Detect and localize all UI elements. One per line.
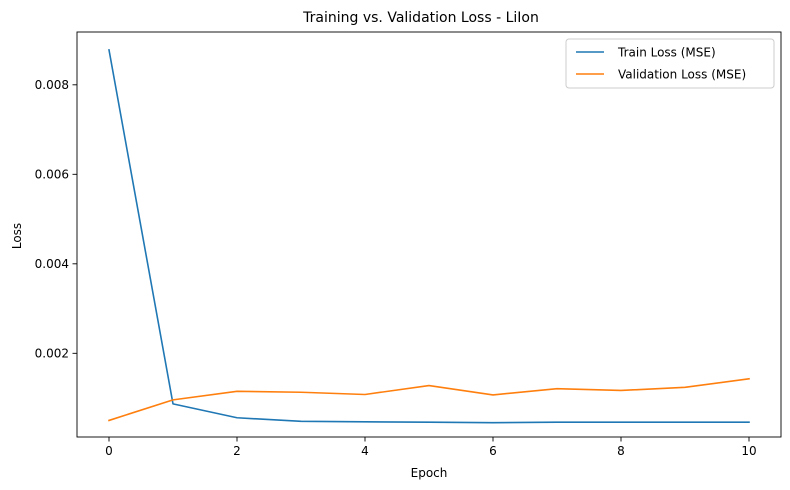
legend: Train Loss (MSE) Validation Loss (MSE) <box>566 39 774 88</box>
x-tick-label: 10 <box>741 444 756 458</box>
y-tick-label: 0.004 <box>35 257 69 271</box>
x-tick-label: 0 <box>105 444 113 458</box>
y-axis-label: Loss <box>10 223 24 249</box>
chart-title: Training vs. Validation Loss - LiIon <box>302 10 539 26</box>
legend-entry: Validation Loss (MSE) <box>618 67 746 81</box>
x-tick-label: 2 <box>233 444 241 458</box>
y-tick-label: 0.008 <box>35 78 69 92</box>
y-tick-label: 0.002 <box>35 347 69 361</box>
x-tick-label: 8 <box>617 444 625 458</box>
legend-entry: Train Loss (MSE) <box>617 45 716 59</box>
x-axis-label: Epoch <box>411 466 448 480</box>
x-tick-label: 6 <box>489 444 497 458</box>
y-tick-label: 0.006 <box>35 168 69 182</box>
x-tick-label: 4 <box>361 444 369 458</box>
